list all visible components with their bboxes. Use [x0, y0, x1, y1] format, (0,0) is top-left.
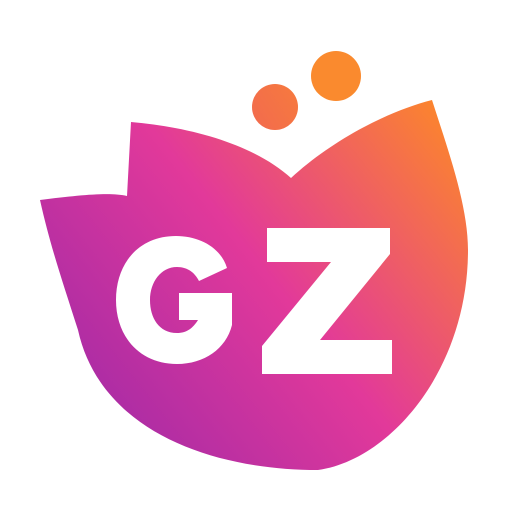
- flower-shape: [40, 100, 468, 470]
- letter-z: [262, 228, 392, 374]
- gz-lettering: [116, 228, 392, 374]
- large-dot: [311, 51, 361, 101]
- small-dot: [252, 84, 298, 130]
- letter-g: [116, 236, 232, 364]
